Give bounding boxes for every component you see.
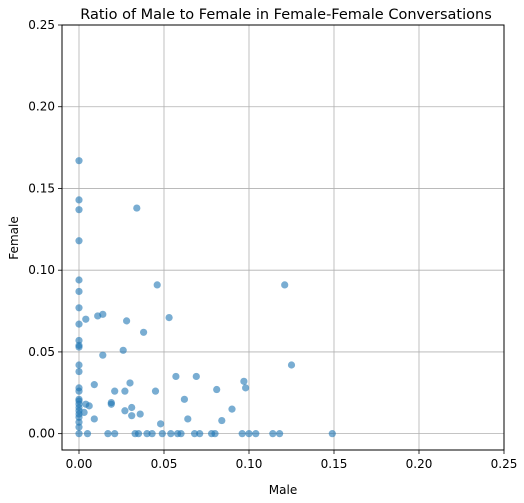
- data-point: [180, 395, 188, 403]
- data-point: [123, 317, 131, 325]
- data-point: [133, 204, 141, 212]
- y-axis-label: Female: [7, 216, 21, 259]
- data-point: [119, 346, 127, 354]
- data-point: [111, 387, 119, 395]
- y-tick-label: 0.00: [28, 427, 55, 441]
- x-tick-label: 0.10: [236, 457, 263, 471]
- data-point: [177, 430, 185, 438]
- data-point: [196, 430, 204, 438]
- data-point: [75, 320, 83, 328]
- data-point: [128, 403, 136, 412]
- x-axis-label: Male: [269, 483, 297, 497]
- y-tick-label: 0.05: [28, 345, 55, 359]
- data-point: [80, 408, 88, 417]
- data-point: [140, 328, 148, 336]
- data-point: [83, 430, 92, 438]
- data-point: [148, 430, 156, 438]
- data-point: [75, 430, 83, 438]
- data-points: [75, 157, 336, 438]
- data-point: [242, 384, 250, 392]
- grid-lines: [62, 24, 505, 450]
- x-tick-label: 0.20: [406, 457, 433, 471]
- data-point: [99, 310, 107, 318]
- data-point: [252, 430, 260, 438]
- data-point: [75, 361, 83, 369]
- data-point: [90, 381, 98, 389]
- data-point: [328, 430, 336, 438]
- x-ticks: 0.00 0.05 0.10 0.15 0.20 0.25: [66, 450, 518, 471]
- data-point: [82, 315, 90, 323]
- data-point: [281, 281, 289, 289]
- data-point: [75, 287, 83, 296]
- data-point: [157, 420, 165, 428]
- data-point: [75, 237, 83, 245]
- data-point: [276, 430, 284, 438]
- data-point: [75, 367, 83, 376]
- data-point: [75, 157, 83, 165]
- data-point: [134, 430, 143, 438]
- data-point: [126, 379, 134, 387]
- data-point: [75, 276, 83, 284]
- chart-title: Ratio of Male to Female in Female-Female…: [80, 7, 492, 23]
- data-point: [75, 343, 83, 351]
- data-point: [228, 405, 236, 413]
- data-point: [167, 430, 175, 438]
- data-point: [75, 196, 83, 204]
- plot-frame: [61, 24, 505, 451]
- data-point: [158, 430, 166, 438]
- data-point: [121, 407, 129, 415]
- data-point: [128, 412, 136, 420]
- data-point: [90, 415, 98, 423]
- data-point: [184, 415, 192, 423]
- data-point: [153, 281, 161, 289]
- x-tick-label: 0.00: [66, 457, 93, 471]
- data-point: [99, 351, 107, 359]
- data-point: [287, 361, 296, 369]
- data-point: [218, 416, 226, 425]
- x-tick-label: 0.15: [321, 457, 348, 471]
- data-point: [192, 372, 200, 381]
- data-point: [75, 387, 83, 395]
- x-tick-label: 0.25: [491, 457, 518, 471]
- data-point: [75, 423, 83, 431]
- y-tick-label: 0.20: [28, 100, 55, 114]
- y-tick-label: 0.15: [28, 181, 55, 195]
- data-point: [269, 430, 277, 438]
- data-point: [191, 430, 199, 438]
- data-point: [111, 430, 119, 438]
- data-point: [213, 385, 221, 394]
- y-ticks: 0.00 0.05 0.10 0.15 0.20 0.25: [28, 18, 62, 441]
- data-point: [238, 430, 246, 438]
- data-point: [104, 430, 112, 438]
- data-point: [211, 430, 219, 438]
- data-point: [172, 372, 180, 381]
- data-point: [245, 430, 253, 438]
- data-point: [75, 304, 83, 312]
- data-point: [136, 410, 144, 418]
- y-tick-label: 0.25: [28, 18, 55, 32]
- data-point: [165, 313, 173, 322]
- data-point: [121, 387, 129, 395]
- data-point: [75, 206, 83, 214]
- data-point: [85, 402, 93, 410]
- data-point: [143, 430, 151, 438]
- x-tick-label: 0.05: [151, 457, 178, 471]
- y-tick-label: 0.10: [28, 263, 55, 277]
- data-point: [240, 377, 248, 385]
- data-point: [107, 400, 115, 408]
- data-point: [151, 387, 160, 395]
